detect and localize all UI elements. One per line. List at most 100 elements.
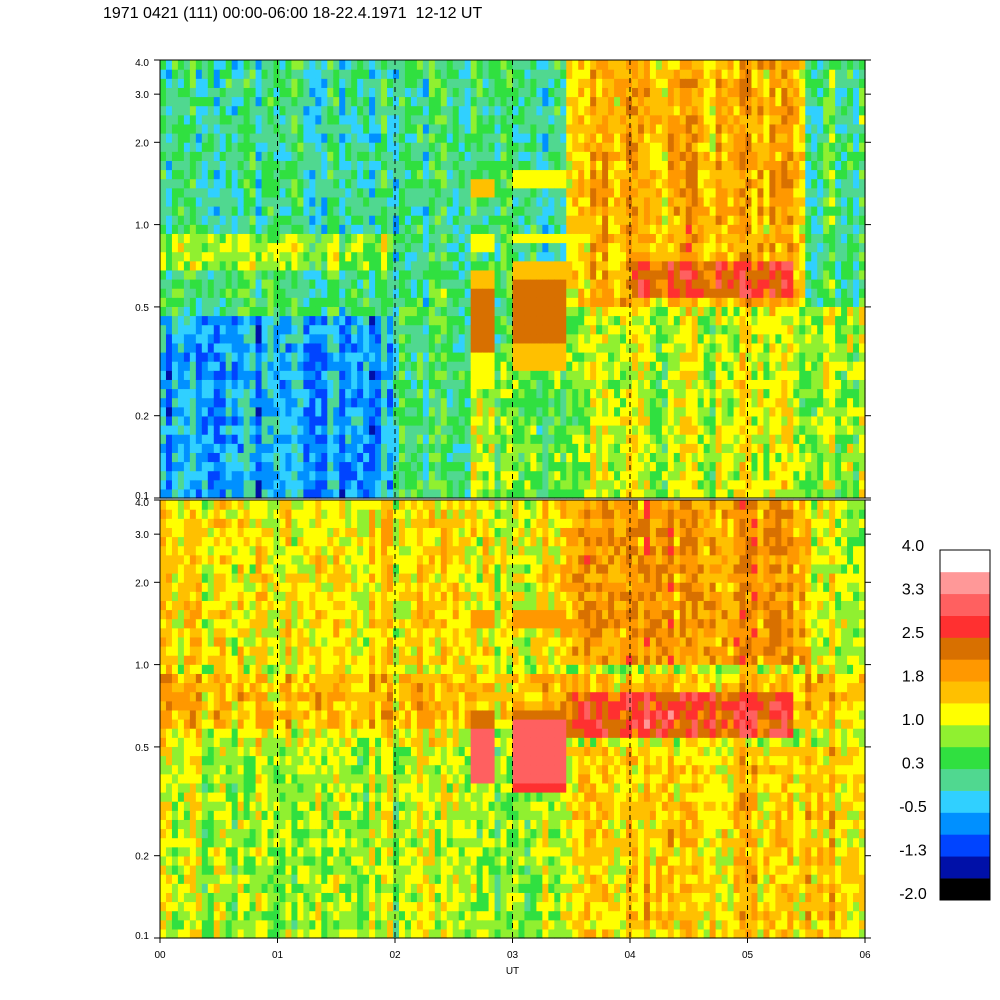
heatmap-cell (375, 315, 382, 326)
heatmap-cell (673, 470, 681, 481)
heatmap-cell (566, 279, 573, 289)
heatmap-cell (470, 215, 478, 225)
heatmap-cell (524, 388, 532, 399)
heatmap-cell (398, 196, 406, 207)
heatmap-cell (685, 69, 693, 79)
heatmap-cell (434, 452, 442, 463)
heatmap-cell (542, 123, 549, 134)
heatmap-cell (578, 425, 585, 435)
heatmap-cell (446, 342, 454, 353)
heatmap-cell (482, 470, 490, 481)
heatmap-cell (428, 269, 436, 280)
heatmap-cell (661, 269, 669, 280)
heatmap-cell (243, 461, 251, 472)
heatmap-cell (249, 178, 257, 189)
heatmap-cell (273, 206, 281, 216)
heatmap-cell (661, 187, 669, 198)
heatmap-cell (237, 315, 245, 326)
heatmap-cell (321, 105, 328, 116)
heatmap-cell (548, 352, 555, 362)
heatmap-cell (207, 397, 215, 408)
heatmap-cell (566, 434, 573, 444)
heatmap-cell (428, 78, 436, 88)
heatmap-cell (243, 160, 251, 171)
heatmap-cell (351, 196, 358, 207)
heatmap-cell (482, 443, 490, 453)
heatmap-cell (608, 215, 615, 225)
heatmap-cell (727, 297, 735, 307)
heatmap-cell (554, 306, 561, 317)
heatmap-cell (387, 69, 394, 79)
heatmap-cell (715, 306, 723, 317)
heatmap-cell (566, 142, 573, 152)
heatmap-cell (183, 370, 191, 380)
heatmap-cell (452, 461, 460, 472)
heatmap-cell (279, 260, 287, 271)
heatmap-cell (201, 142, 209, 152)
heatmap-cell (381, 388, 388, 399)
heatmap-cell (631, 461, 639, 472)
heatmap-cell (219, 160, 227, 171)
heatmap-cell (548, 397, 555, 408)
heatmap-cell (691, 60, 699, 70)
heatmap-cell (631, 169, 639, 180)
heatmap-cell (763, 415, 770, 426)
heatmap-cell (614, 233, 621, 244)
heatmap-cell (745, 78, 753, 88)
heatmap-cell (458, 443, 466, 453)
heatmap-cell (709, 142, 717, 152)
heatmap-cell (649, 133, 657, 143)
heatmap-cell (614, 123, 621, 134)
heatmap-cell (201, 242, 209, 253)
heatmap-cell (614, 69, 621, 79)
heatmap-cell (727, 342, 735, 353)
heatmap-cell (751, 370, 759, 380)
heatmap-cell (446, 87, 454, 98)
heatmap-cell (548, 123, 555, 134)
heatmap-cell (584, 251, 591, 262)
heatmap-cell (255, 215, 263, 225)
heatmap-cell (387, 96, 394, 107)
heatmap-cell (357, 123, 364, 134)
heatmap-cell (691, 388, 699, 399)
heatmap-cell (375, 196, 382, 207)
heatmap-cell (160, 233, 167, 244)
heatmap-cell (213, 206, 221, 216)
heatmap-cell (464, 78, 472, 88)
heatmap-cell (243, 297, 251, 307)
heatmap-cell (548, 488, 555, 499)
heatmap-cell (572, 406, 579, 417)
heatmap-cell (685, 425, 693, 435)
heatmap-cell (309, 479, 316, 490)
heatmap-cell (745, 315, 753, 326)
heatmap-cell (446, 206, 454, 216)
heatmap-cell (398, 470, 406, 481)
heatmap-cell (183, 306, 191, 317)
heatmap-cell (279, 279, 287, 289)
heatmap-cell (470, 370, 478, 380)
heatmap-cell (530, 169, 537, 180)
heatmap-cell (524, 260, 532, 271)
heatmap-cell (255, 160, 263, 171)
heatmap-cell (279, 242, 287, 253)
heatmap-cell (584, 142, 591, 152)
heatmap-cell (637, 105, 645, 116)
heatmap-cell (626, 133, 633, 143)
heatmap-cell (279, 388, 287, 399)
heatmap-cell (685, 488, 693, 499)
heatmap-cell (584, 361, 591, 371)
heatmap-cell (679, 142, 687, 152)
heatmap-cell (160, 279, 167, 289)
heatmap-cell (697, 479, 705, 490)
heatmap-cell (261, 233, 269, 244)
heatmap-cell (297, 123, 304, 134)
heatmap-cell (267, 242, 275, 253)
heatmap-cell (410, 78, 418, 88)
heatmap-cell (673, 333, 681, 344)
heatmap-cell (769, 470, 776, 481)
heatmap-cell (464, 60, 472, 70)
heatmap-cell (428, 342, 436, 353)
heatmap-cell (506, 105, 514, 116)
heatmap-cell (219, 60, 227, 70)
heatmap-cell (357, 406, 364, 417)
